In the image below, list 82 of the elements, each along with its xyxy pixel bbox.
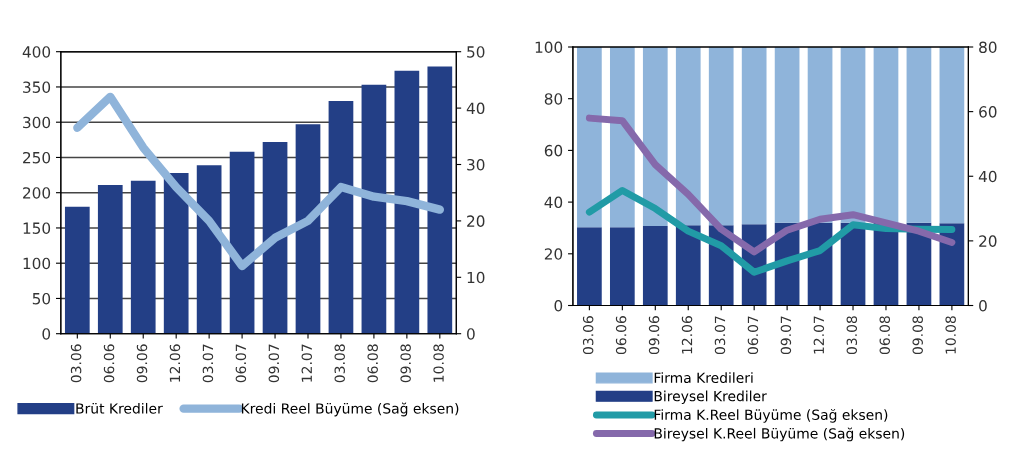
y-tick-label: 100 [535,41,563,54]
y-tick-label: 200 [23,187,51,199]
bar [97,184,123,334]
bar [675,225,701,306]
y2-tick-label: 30 [467,158,485,171]
x-tick-label: 06.08 [879,316,891,355]
y2-tick-label: 40 [978,170,997,183]
x-tick-label: 03.06 [70,344,82,383]
x-tick-label: 06.07 [235,344,247,383]
y-tick-label: 20 [544,248,563,260]
x-tick-label: 06.07 [747,316,759,355]
y-tick-label: 80 [544,93,563,105]
bar [64,206,90,334]
x-tick-label: 03.07 [202,344,214,383]
legend-label: Kredi Reel Büyüme (Sağ eksen) [241,402,459,417]
bar [295,124,321,334]
bar [840,47,866,223]
bar [906,47,932,223]
y-tick-label: 40 [544,196,563,209]
bar [577,227,602,306]
y2-tick-label: 40 [466,102,485,115]
x-tick-label: 03.07 [714,316,726,355]
x-tick-label: 09.07 [780,316,792,355]
x-tick-label: 09.08 [400,344,411,383]
legend-label: Firma K.Reel Büyüme (Sağ eksen) [654,408,888,423]
y2-tick-label: 60 [979,106,997,118]
x-tick-label: 09.06 [136,344,148,383]
x-tick-label: 03.08 [334,344,345,383]
bar [609,227,635,306]
bar [609,47,635,228]
x-tick-label: 09.06 [648,316,660,355]
x-tick-label: 12.06 [169,344,181,382]
x-tick-label: 06.06 [103,344,115,383]
x-tick-label: 03.06 [582,316,594,355]
x-tick-label: 10.08 [433,344,444,382]
y-tick-label: 50 [32,292,51,305]
y2-tick-label: 10 [467,271,485,284]
y2-tick-label: 50 [467,46,485,58]
legend-label: Bireysel Krediler [654,390,767,405]
legend-label: Brüt Krediler [76,402,163,414]
y-tick-label: 60 [544,144,563,157]
legend-label: Firma Kredileri [654,372,753,384]
bar [394,70,420,334]
x-tick-label: 12.06 [681,316,693,354]
bar [163,172,189,334]
y-tick-label: 400 [22,46,51,58]
bar [807,47,833,223]
bar [939,47,965,224]
y-tick-label: 0 [42,328,51,340]
bar [577,47,602,228]
bar [708,47,734,226]
x-tick-label: 12.07 [301,344,313,382]
bar [675,47,701,226]
y2-tick-label: 20 [979,235,997,247]
bar [642,225,668,306]
bar [361,84,387,334]
x-tick-label: 06.06 [615,316,627,355]
x-tick-label: 12.07 [813,316,825,354]
x-tick-label: 03.08 [846,316,858,355]
bar [130,180,156,334]
bar [262,141,288,334]
bar [873,47,899,223]
y2-tick-label: 0 [979,299,987,312]
x-tick-label: 09.08 [912,316,923,355]
y-tick-label: 0 [554,299,563,312]
y-tick-label: 300 [23,116,51,129]
y-tick-label: 250 [23,151,51,164]
bar [774,47,800,223]
y2-tick-label: 80 [979,41,997,54]
y-tick-label: 150 [23,222,51,234]
bar [741,47,767,225]
bar [229,151,255,334]
x-tick-label: 10.08 [945,316,956,354]
legend-label: Bireysel K.Reel Büyüme (Sağ eksen) [654,427,905,442]
bar [328,101,354,334]
bar [427,66,453,334]
y2-tick-label: 20 [467,215,485,227]
y2-tick-label: 0 [467,328,475,340]
x-tick-label: 09.07 [268,344,280,383]
x-tick-label: 06.08 [367,344,378,383]
y-tick-label: 100 [23,257,51,270]
y-tick-label: 350 [23,81,51,93]
